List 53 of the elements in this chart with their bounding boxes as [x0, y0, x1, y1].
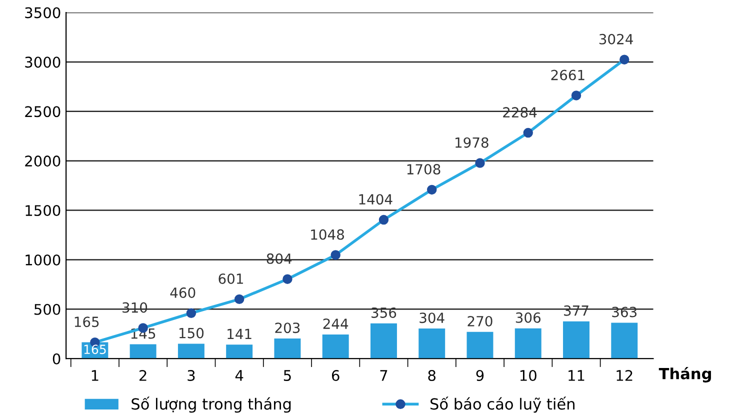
data-label: 1978	[456, 137, 488, 148]
y-tick-label: 3500	[25, 7, 60, 18]
bar	[563, 321, 590, 359]
legend-label: Số báo cáo luỹ tiến	[430, 396, 574, 413]
x-tick-label: 4	[235, 370, 244, 381]
y-tick-label: 2000	[25, 156, 60, 167]
data-label: 150	[179, 328, 204, 338]
x-tick-label: 8	[428, 370, 436, 382]
data-label: 306	[516, 312, 540, 323]
x-tick-label: 11	[568, 370, 584, 381]
x-tick-label: 3	[188, 370, 195, 382]
y-tick-label: 3000	[25, 56, 60, 68]
legend-label: Số lượng trong tháng	[132, 396, 291, 413]
x-tick-label: 5	[284, 370, 291, 382]
x-tick-label: 6	[332, 370, 340, 382]
x-tick-label: 12	[616, 370, 632, 381]
y-tick-label: 500	[34, 304, 60, 315]
x-tick-label: 1	[92, 370, 98, 381]
data-label: 141	[228, 328, 252, 340]
data-label: 165	[74, 316, 99, 328]
y-tick-label: 1500	[26, 205, 60, 216]
data-label: 165	[84, 344, 106, 354]
x-tick-label: 2	[140, 370, 146, 381]
x-tick-label: 10	[520, 370, 536, 382]
data-label: 304	[420, 312, 444, 324]
data-label: 363	[612, 306, 637, 318]
x-axis-title: Tháng	[658, 366, 711, 382]
data-label: 203	[275, 322, 300, 334]
data-label: 244	[323, 318, 348, 329]
y-tick-label: 2500	[25, 106, 60, 118]
x-tick-label: 7	[380, 370, 388, 381]
data-label: 1708	[407, 164, 440, 175]
y-tick-label: 0	[52, 353, 60, 364]
bar	[466, 332, 494, 359]
bar	[322, 334, 349, 359]
data-label: 2661	[551, 70, 584, 80]
bar	[226, 344, 253, 359]
bar	[514, 328, 542, 359]
data-label: 3024	[599, 34, 633, 44]
bar	[611, 322, 638, 359]
bar	[370, 323, 397, 359]
data-label: 356	[372, 307, 396, 318]
bar	[418, 328, 446, 359]
x-tick-label: 9	[476, 370, 484, 382]
data-label: 460	[170, 287, 196, 298]
bar	[274, 338, 301, 359]
bar	[178, 344, 204, 359]
y-tick-label: 1000	[26, 254, 60, 266]
data-label: 270	[468, 316, 492, 326]
data-label: 1048	[311, 229, 344, 240]
data-label: 1404	[359, 194, 392, 205]
bar	[130, 344, 156, 359]
data-label: 601	[218, 273, 243, 284]
